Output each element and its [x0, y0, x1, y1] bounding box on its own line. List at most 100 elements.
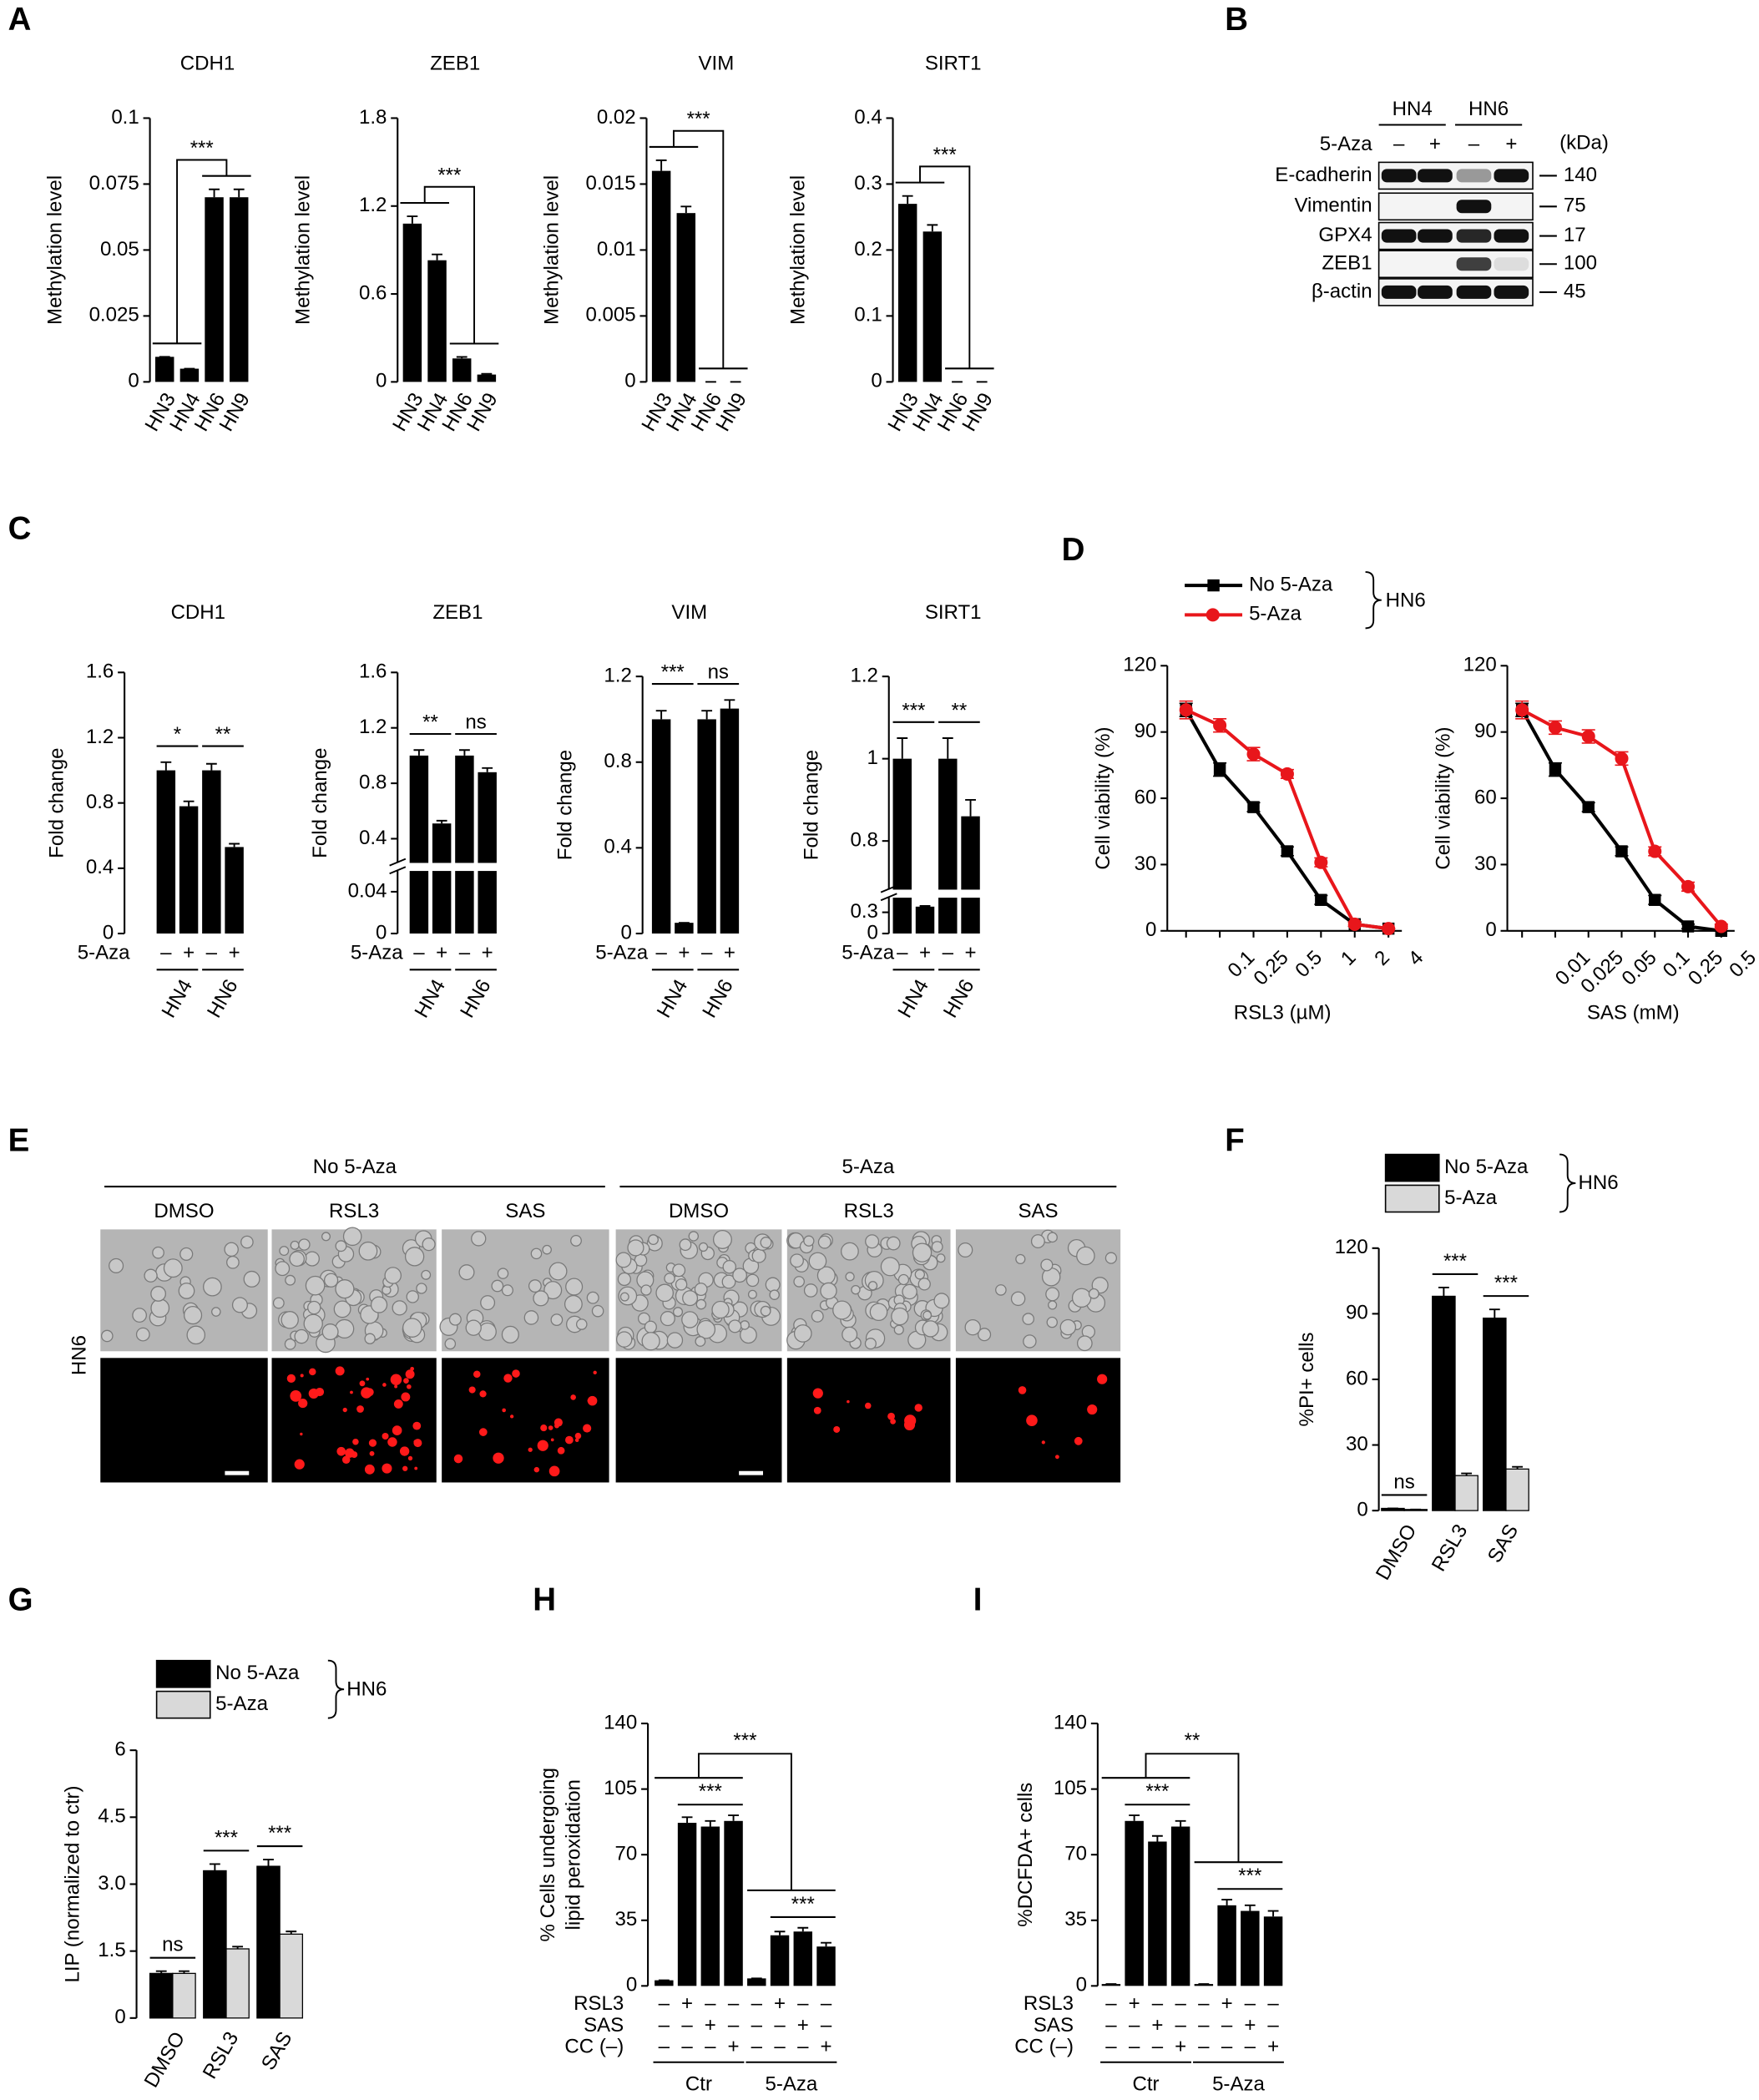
x-tick-label: 0.25: [1250, 946, 1293, 989]
cell: [851, 1284, 861, 1295]
row-sign: –: [797, 1992, 809, 2015]
row-sign: –: [1221, 2035, 1233, 2057]
y-axis-label: Fold change: [45, 747, 68, 858]
pi-dot: [864, 1402, 872, 1409]
cell: [679, 1238, 692, 1252]
y-tick-label: 0: [871, 370, 882, 392]
blot-band: [1418, 169, 1453, 183]
pi-dot: [503, 1374, 513, 1383]
cell: [793, 1324, 812, 1343]
bar: [1505, 1468, 1529, 1511]
chart-title: CDH1: [180, 53, 235, 75]
cell: [867, 1281, 878, 1291]
cell: [747, 1289, 757, 1299]
y-tick-label: 0: [376, 370, 387, 392]
bar: [179, 368, 200, 382]
cell: [1059, 1318, 1077, 1336]
y-tick-label: 1.2: [604, 664, 631, 686]
x-tick-label: +: [183, 941, 195, 964]
row-label: 5-Aza: [78, 941, 130, 964]
y-tick-label: 105: [1054, 1777, 1087, 1799]
cell: [1071, 1288, 1092, 1308]
cell: [978, 1328, 992, 1342]
pi-dot: [468, 1386, 476, 1394]
pi-dot: [407, 1384, 412, 1389]
x-tick-label: –: [897, 941, 908, 964]
pi-dot: [583, 1424, 592, 1433]
cell: [402, 1318, 422, 1338]
cell: [922, 1310, 933, 1320]
error-bar: [902, 195, 913, 205]
x-tick-label: 0.5: [1725, 946, 1759, 982]
axis-break-gap: [389, 863, 503, 872]
error-bar: [407, 215, 418, 224]
bar: [432, 823, 452, 934]
significance-label: ***: [268, 1822, 291, 1844]
pi-dot: [1018, 1386, 1027, 1394]
cell: [1022, 1313, 1034, 1325]
cell: [240, 1235, 254, 1249]
error-bar: [286, 1930, 297, 1935]
significance-label: ***: [791, 1893, 815, 1915]
row-sign: –: [705, 1992, 716, 2015]
pi-dot: [833, 1426, 841, 1433]
blot-lane-sign: –: [1393, 133, 1405, 155]
error-bar: [942, 737, 953, 759]
bar: [1241, 1910, 1260, 1986]
bar: [149, 1972, 174, 2019]
panel-label: C: [8, 511, 32, 547]
y-tick-label: 70: [615, 1843, 638, 1865]
significance-label: **: [422, 711, 438, 734]
blot-band: [1456, 169, 1492, 183]
cell: [528, 1279, 542, 1293]
legend-brace: [327, 1659, 345, 1719]
cell: [303, 1313, 323, 1333]
significance-label: ***: [902, 699, 925, 721]
significance-label: **: [1185, 1729, 1200, 1752]
legend-label: No 5-Aza: [215, 1662, 300, 1684]
bar: [452, 358, 472, 382]
cell: [150, 1298, 170, 1318]
point: [1213, 763, 1226, 776]
pi-dot: [341, 1455, 351, 1464]
pi-dot: [493, 1452, 504, 1464]
significance-label: ns: [162, 1934, 183, 1956]
cell: [564, 1294, 583, 1313]
fluorescence-image: [100, 1358, 268, 1483]
cell: [897, 1273, 910, 1286]
blot-strip: [1377, 192, 1534, 221]
legend-group: HN6: [1579, 1171, 1619, 1194]
fluorescence-image: [442, 1358, 609, 1483]
row-sign: –: [681, 2014, 693, 2037]
blot-band: [1494, 229, 1529, 243]
bar: [793, 1931, 813, 1986]
cell: [644, 1320, 657, 1333]
cell: [808, 1252, 827, 1271]
y-tick-label: 0: [620, 921, 631, 944]
y-axis-label: % Cells undergoing: [537, 1768, 559, 1942]
x-tick-label: +: [919, 941, 931, 964]
cell: [675, 1278, 688, 1291]
row-sign: –: [1198, 1992, 1210, 2015]
y-axis-label: Methylation level: [541, 175, 564, 325]
error-bar: [681, 1816, 693, 1824]
cell: [696, 1319, 716, 1339]
blot-kda: 45: [1564, 280, 1586, 302]
cell: [290, 1240, 300, 1250]
error-bar: [655, 159, 667, 171]
row-sign: –: [1221, 2014, 1233, 2037]
y-tick-label: 60: [1346, 1367, 1368, 1389]
error-bar: [655, 710, 667, 720]
cell: [543, 1281, 563, 1300]
blot-band: [1381, 285, 1417, 299]
pi-dot: [574, 1432, 582, 1440]
pi-dot: [847, 1399, 850, 1404]
error-bar: [705, 1819, 716, 1827]
blot-protein: Vimentin: [1294, 195, 1372, 217]
blot-band: [1494, 169, 1529, 183]
cell: [698, 1242, 709, 1252]
error-bar: [436, 819, 447, 824]
y-tick-label: 0.8: [850, 829, 877, 852]
pi-dot: [550, 1438, 554, 1442]
series-line: [1521, 708, 1723, 928]
